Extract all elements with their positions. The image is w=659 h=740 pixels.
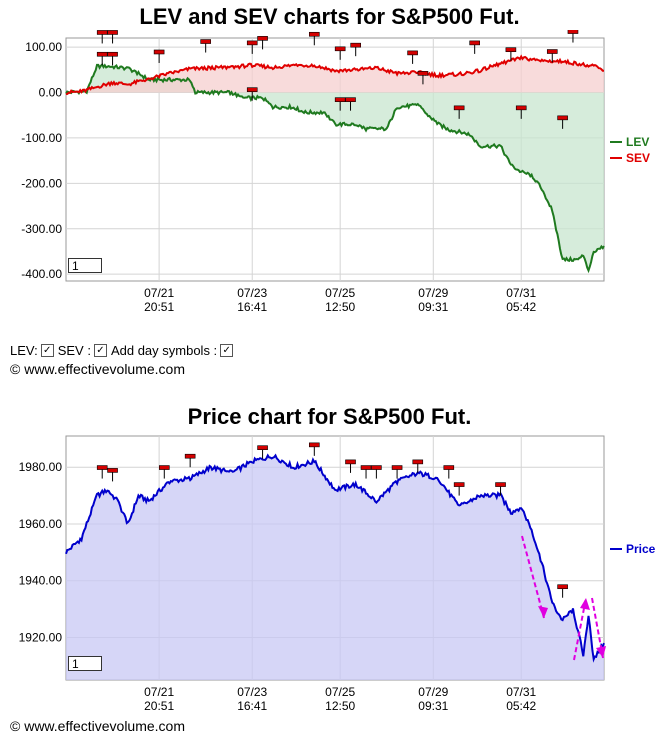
y-tick-label: -400.00: [21, 267, 62, 281]
price-chart-title: Price chart for S&P500 Fut.: [187, 404, 472, 429]
day-marker-flag[interactable]: [453, 105, 465, 111]
day-marker-flag[interactable]: [96, 30, 108, 35]
y-tick-label: -100.00: [21, 131, 62, 145]
trend-arrow-head: [580, 598, 590, 610]
x-tick-date: 07/31: [506, 685, 536, 699]
x-tick-time: 12:50: [325, 300, 355, 314]
x-tick-date: 07/29: [418, 685, 448, 699]
copyright-text-bottom: © www.effectivevolume.com: [10, 718, 186, 734]
day-marker-flag[interactable]: [407, 50, 418, 56]
series-area-price: [66, 455, 604, 680]
x-tick-time: 20:51: [144, 300, 174, 314]
series-line-lev[interactable]: [65, 63, 605, 274]
day-marker-flag[interactable]: [96, 465, 108, 470]
day-marker-flag[interactable]: [309, 31, 320, 37]
lev-sev-chart[interactable]: 100.00 0.00 -100.00 -200.00 -300.00 -400.00 07…: [0, 30, 659, 320]
x-tick-time: 09:31: [418, 699, 448, 713]
day-marker-flag[interactable]: [158, 465, 170, 470]
x-tick-date: 07/29: [418, 286, 448, 300]
day-marker-flag[interactable]: [443, 465, 455, 470]
series-area-sev: [66, 56, 604, 95]
x-tick-time: 05:42: [506, 699, 536, 713]
x-tick-time: 05:42: [506, 300, 536, 314]
y-tick-label: 0.00: [39, 86, 63, 100]
sev-checkbox[interactable]: ✓: [93, 344, 107, 357]
x-tick-date: 07/23: [237, 685, 267, 699]
series-area-lev: [66, 64, 604, 271]
lev-checkbox[interactable]: ✓: [40, 344, 54, 357]
day-marker-flag[interactable]: [350, 42, 361, 48]
sev-toggle-label: SEV :: [57, 343, 91, 358]
day-marker-flag[interactable]: [391, 465, 403, 470]
day-marker-flag[interactable]: [107, 51, 118, 57]
day-marker-flag[interactable]: [246, 40, 258, 46]
series-controls: LEV: ✓ SEV : ✓ Add day symbols : ✓: [10, 343, 237, 358]
day-marker-flag[interactable]: [345, 97, 356, 102]
legend-label: LEV: [626, 135, 649, 149]
y-tick-label: 1980.00: [19, 460, 63, 474]
day-symbols-toggle-label: Add day symbols :: [110, 343, 218, 358]
day-marker-flag[interactable]: [417, 71, 429, 76]
x-tick-time: 09:31: [418, 300, 448, 314]
day-marker-flag[interactable]: [567, 30, 579, 34]
day-marker-flag[interactable]: [96, 51, 108, 57]
x-tick-time: 12:50: [325, 699, 355, 713]
day-marker-flag[interactable]: [515, 105, 527, 111]
day-marker-flag[interactable]: [345, 459, 356, 465]
series-line-price[interactable]: [65, 453, 605, 663]
day-marker-flag[interactable]: [153, 49, 165, 55]
trend-arrow-head: [538, 606, 548, 618]
day-marker-flag[interactable]: [557, 115, 568, 121]
day-marker-flag[interactable]: [557, 584, 568, 590]
day-marker-flag[interactable]: [495, 482, 506, 487]
x-tick-time: 16:41: [237, 699, 267, 713]
day-marker-flag[interactable]: [184, 453, 196, 459]
x-tick-time: 20:51: [144, 699, 174, 713]
x-tick-date: 07/25: [325, 685, 355, 699]
day-marker-flag[interactable]: [334, 46, 346, 52]
legend-label: Price: [626, 542, 656, 556]
lev-chart-title: LEV and SEV charts for S&P500 Fut.: [139, 4, 520, 29]
legend-label: SEV: [626, 151, 650, 165]
y-tick-label: -200.00: [21, 176, 62, 190]
day-marker-flag[interactable]: [469, 40, 480, 46]
day-marker-flag[interactable]: [246, 87, 258, 92]
series-line-sev[interactable]: [65, 54, 604, 96]
day-marker-flag[interactable]: [257, 445, 268, 450]
copyright-text-top: © www.effectivevolume.com: [10, 361, 186, 377]
y-tick-label: 1940.00: [19, 574, 63, 588]
x-tick-time: 16:41: [237, 300, 267, 314]
day-marker-flag[interactable]: [200, 39, 211, 44]
y-tick-label: 1960.00: [19, 517, 63, 531]
day-marker-flag[interactable]: [334, 97, 346, 102]
price-page-box[interactable]: 1: [68, 656, 102, 671]
day-marker-flag[interactable]: [505, 47, 517, 53]
lev-toggle-label: LEV:: [10, 343, 38, 358]
y-tick-label: 100.00: [25, 40, 62, 54]
x-tick-date: 07/31: [506, 286, 536, 300]
x-tick-date: 07/23: [237, 286, 267, 300]
x-tick-date: 07/25: [325, 286, 355, 300]
x-tick-date: 07/21: [144, 286, 174, 300]
day-marker-flag[interactable]: [257, 36, 268, 41]
day-marker-flag[interactable]: [453, 482, 465, 487]
day-marker-flag[interactable]: [107, 468, 118, 473]
y-tick-label: 1920.00: [19, 630, 63, 644]
day-marker-flag[interactable]: [107, 30, 118, 35]
day-marker-flag[interactable]: [309, 442, 320, 448]
day-marker-flag[interactable]: [412, 459, 424, 465]
y-tick-label: -300.00: [21, 222, 62, 236]
day-marker-flag[interactable]: [546, 49, 558, 54]
day-symbols-checkbox[interactable]: ✓: [220, 344, 234, 357]
lev-page-box[interactable]: 1: [68, 258, 102, 273]
trend-arrow-head: [596, 646, 606, 658]
trend-arrow-line: [521, 535, 545, 619]
day-marker-flag[interactable]: [360, 465, 372, 470]
day-marker-flag[interactable]: [371, 465, 382, 470]
x-tick-date: 07/21: [144, 685, 174, 699]
